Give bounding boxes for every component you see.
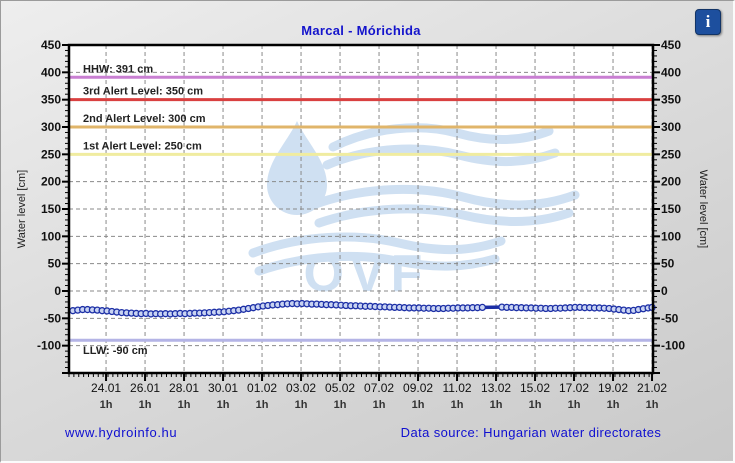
svg-text:300: 300	[661, 120, 681, 134]
svg-text:0: 0	[661, 284, 668, 298]
svg-text:1h: 1h	[334, 399, 347, 411]
svg-text:300: 300	[41, 120, 61, 134]
svg-text:15.02: 15.02	[520, 381, 550, 395]
ref-line-label-HHW: HHW: 391 cm	[83, 63, 153, 75]
svg-text:26.01: 26.01	[130, 381, 160, 395]
svg-text:1h: 1h	[412, 399, 425, 411]
svg-text:1h: 1h	[451, 399, 464, 411]
ref-line-label-2nd-alert-level: 2nd Alert Level: 300 cm	[83, 113, 206, 125]
ref-line-label-LLW: LLW: -90 cm	[83, 345, 148, 357]
svg-text:19.02: 19.02	[598, 381, 628, 395]
svg-text:09.02: 09.02	[403, 381, 433, 395]
svg-text:1h: 1h	[178, 399, 191, 411]
svg-text:05.02: 05.02	[325, 381, 355, 395]
svg-text:450: 450	[661, 38, 681, 52]
svg-text:150: 150	[661, 202, 681, 216]
svg-text:17.02: 17.02	[559, 381, 589, 395]
ref-line-label-1st-alert-level: 1st Alert Level: 250 cm	[83, 140, 202, 152]
info-icon[interactable]: i	[695, 9, 721, 35]
svg-text:11.02: 11.02	[442, 381, 471, 395]
svg-text:1h: 1h	[529, 399, 542, 411]
svg-text:100: 100	[661, 229, 681, 243]
ref-line-label-3rd-alert-level: 3rd Alert Level: 350 cm	[83, 86, 203, 98]
svg-text:1h: 1h	[373, 399, 386, 411]
hydroinfo-site-link[interactable]: www.hydroinfo.hu	[65, 425, 178, 440]
page-title: Marcal - Mórichida	[301, 23, 421, 38]
svg-text:-100: -100	[37, 339, 61, 353]
svg-text:03.02: 03.02	[286, 381, 316, 395]
svg-text:-50: -50	[661, 311, 679, 325]
svg-text:24.01: 24.01	[91, 381, 121, 395]
water-level-series	[69, 299, 656, 318]
svg-text:1h: 1h	[490, 399, 503, 411]
svg-text:-100: -100	[661, 339, 685, 353]
svg-text:200: 200	[661, 175, 681, 189]
svg-text:28.01: 28.01	[169, 381, 199, 395]
svg-text:400: 400	[41, 65, 61, 79]
svg-text:01.02: 01.02	[247, 381, 277, 395]
svg-text:0: 0	[54, 284, 61, 298]
svg-text:OVF: OVF	[304, 245, 429, 303]
info-icon-glyph: i	[705, 12, 711, 31]
svg-text:1h: 1h	[295, 399, 308, 411]
svg-text:350: 350	[661, 93, 681, 107]
svg-text:1h: 1h	[646, 399, 659, 411]
svg-text:250: 250	[661, 147, 681, 161]
svg-text:13.02: 13.02	[481, 381, 511, 395]
y-axis-title-right: Water level [cm]	[697, 169, 709, 249]
svg-text:1h: 1h	[100, 399, 113, 411]
svg-text:30.01: 30.01	[208, 381, 238, 395]
svg-text:1h: 1h	[217, 399, 230, 411]
svg-text:350: 350	[41, 93, 61, 107]
data-source-text: Data source: Hungarian water directorate…	[400, 425, 662, 440]
svg-text:400: 400	[661, 65, 681, 79]
svg-text:250: 250	[41, 147, 61, 161]
y-axis-title-left: Water level [cm]	[16, 169, 28, 249]
svg-text:50: 50	[48, 257, 62, 271]
svg-text:450: 450	[41, 38, 61, 52]
svg-text:1h: 1h	[568, 399, 581, 411]
svg-text:21.02: 21.02	[637, 381, 667, 395]
svg-text:100: 100	[41, 229, 61, 243]
svg-text:1h: 1h	[139, 399, 152, 411]
svg-text:150: 150	[41, 202, 61, 216]
svg-text:07.02: 07.02	[364, 381, 394, 395]
svg-text:1h: 1h	[256, 399, 269, 411]
svg-text:200: 200	[41, 175, 61, 189]
svg-text:-50: -50	[44, 311, 62, 325]
svg-text:1h: 1h	[607, 399, 620, 411]
svg-text:50: 50	[661, 257, 675, 271]
